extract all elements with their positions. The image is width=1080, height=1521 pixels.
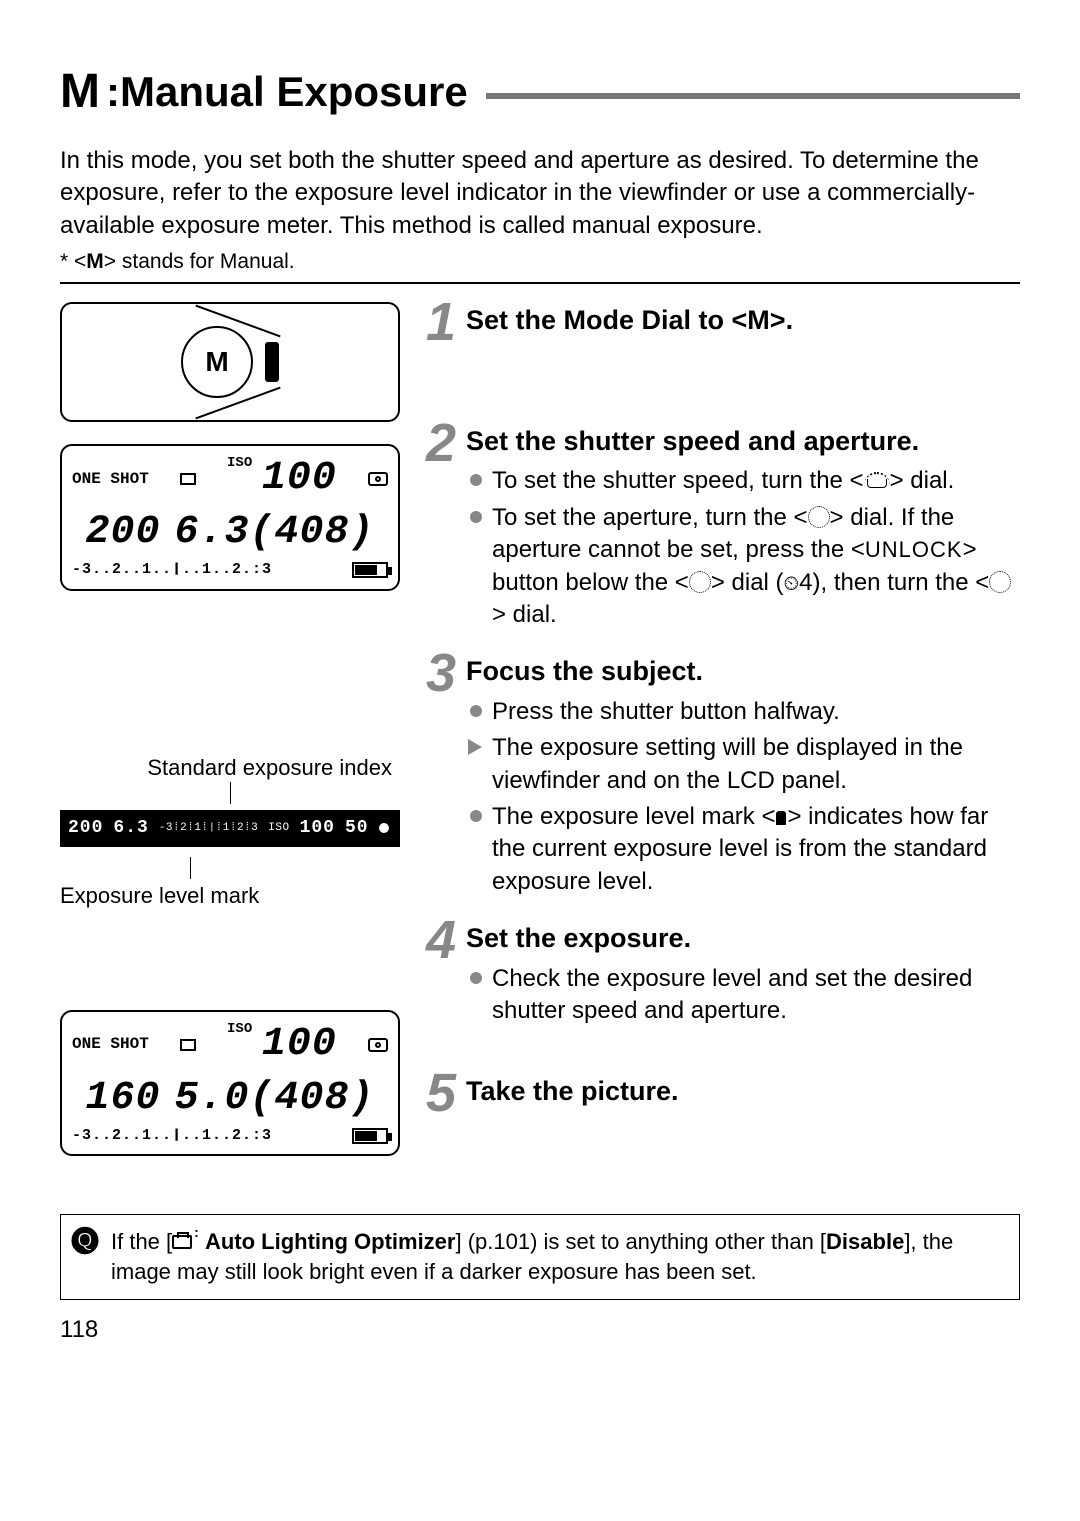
step: 4Set the exposure.Check the exposure lev…: [418, 920, 1020, 1031]
battery-icon: [352, 1128, 388, 1144]
step-title: Take the picture.: [466, 1073, 1020, 1109]
step-body: Take the picture.: [466, 1073, 1020, 1115]
intro-paragraph: In this mode, you set both the shutter s…: [60, 145, 1020, 242]
lcd-panel-figure-2: ONE SHOT ISO 100 160 5.0(408) -3..2..1..…: [60, 1010, 400, 1156]
step-body: Set the shutter speed and aperture. To se…: [466, 423, 1020, 635]
vf-aperture: 6.3: [113, 816, 148, 840]
step-bullet: Check the exposure level and set the des…: [466, 963, 1020, 1028]
shots-remaining: 408: [275, 510, 350, 555]
page-number: 118: [60, 1314, 1020, 1346]
metering-icon: [368, 472, 388, 486]
drive-mode-icon: [180, 473, 196, 485]
note-option-label: Auto Lighting Optimizer: [205, 1229, 456, 1254]
note-text-2: ] (p.101) is set to anything other than …: [455, 1229, 826, 1254]
title-colon: :: [106, 64, 120, 121]
af-mode-label: ONE SHOT: [72, 469, 149, 491]
vf-iso-lbl: ISO: [268, 821, 289, 836]
note-text-1: If the [: [111, 1229, 172, 1254]
page-title: Manual Exposure: [120, 64, 468, 121]
step-title: Set the exposure.: [466, 920, 1020, 956]
drive-mode-icon: [180, 1039, 196, 1051]
viewfinder-strip-figure: 200 6.3 -3⁞2⁞1⁞❘⁞1⁞2⁞3 ISO 100 50: [60, 810, 400, 846]
step-number: 4: [418, 916, 456, 965]
step-number: 1: [418, 298, 456, 347]
footnote: * <M> stands for Manual.: [60, 248, 1020, 276]
vf-shutter: 200: [68, 816, 103, 840]
iso-label: ISO: [227, 455, 252, 471]
iso-value: 100: [262, 456, 337, 501]
step-number: 2: [418, 419, 456, 468]
step-body: Set the Mode Dial to <M>.: [466, 302, 1020, 344]
shutter-button-icon: [265, 342, 279, 382]
step-title: Set the shutter speed and aperture.: [466, 423, 1020, 459]
annotation-tick-2: [190, 857, 191, 879]
shutter-value: 160: [85, 1072, 160, 1126]
footnote-post: > stands for Manual.: [104, 250, 295, 273]
vf-count: 50: [345, 816, 369, 840]
camera-menu-icon: [172, 1235, 192, 1249]
step-bullets: To set the shutter speed, turn the <> di…: [466, 465, 1020, 631]
step-number: 5: [418, 1069, 456, 1118]
mode-symbol: M: [60, 60, 100, 125]
shutter-value: 200: [85, 506, 160, 560]
divider: [60, 282, 1020, 284]
step-bullet: The exposure setting will be displayed i…: [466, 732, 1020, 797]
mode-dial-figure: M: [60, 302, 400, 422]
steps-column: 1Set the Mode Dial to <M>.2Set the shutt…: [418, 302, 1020, 1178]
figures-column: M ONE SHOT ISO 100 200 6.3(408) -3..2..1…: [60, 302, 400, 1178]
step-bullet: To set the shutter speed, turn the <> di…: [466, 465, 1020, 497]
aperture-value: 6.3: [174, 510, 249, 555]
vf-focus-dot-icon: [379, 823, 389, 833]
step-body: Set the exposure. Check the exposure leve…: [466, 920, 1020, 1031]
title-rule: [486, 93, 1020, 99]
annotation-tick: [230, 782, 231, 804]
step-bullets: Press the shutter button halfway. The exp…: [466, 696, 1020, 898]
step-bullet: The exposure level mark <> indicates how…: [466, 801, 1020, 898]
step-bullet: Press the shutter button halfway.: [466, 696, 1020, 728]
page-title-row: M : Manual Exposure: [60, 60, 1020, 125]
mode-dial-icon: M: [181, 326, 253, 398]
caution-icon: 🅠: [71, 1223, 99, 1261]
vf-iso: 100: [300, 816, 335, 840]
step-title: Focus the subject.: [466, 653, 1020, 689]
exposure-level-mark-label: Exposure level mark: [60, 881, 400, 911]
vf-scale: -3⁞2⁞1⁞❘⁞1⁞2⁞3: [159, 821, 258, 836]
quick-dial-icon: [689, 571, 711, 593]
footnote-sym: M: [86, 250, 104, 273]
step: 5Take the picture.: [418, 1073, 1020, 1118]
step: 2Set the shutter speed and aperture.To s…: [418, 423, 1020, 635]
af-mode-label: ONE SHOT: [72, 1034, 149, 1056]
footnote-pre: * <: [60, 250, 86, 273]
exposure-scale: -3..2..1..❙..1..2.:3: [72, 560, 272, 580]
step: 1Set the Mode Dial to <M>.: [418, 302, 1020, 347]
lcd-panel-figure-1: ONE SHOT ISO 100 200 6.3(408) -3..2..1..…: [60, 444, 400, 590]
quick-dial-icon: [808, 506, 830, 528]
caution-note: 🅠 If the [: Auto Lighting Optimizer] (p.…: [60, 1214, 1020, 1299]
shots-remaining: 408: [275, 1076, 350, 1121]
std-exposure-index-label: Standard exposure index: [60, 753, 400, 783]
exposure-scale: -3..2..1..❙..1..2.:3: [72, 1126, 272, 1146]
step-bullet: To set the aperture, turn the <> dial. I…: [466, 502, 1020, 632]
step: 3Focus the subject.Press the shutter but…: [418, 653, 1020, 902]
exposure-mark-icon: [776, 811, 786, 825]
battery-icon: [352, 562, 388, 578]
step-body: Focus the subject. Press the shutter butt…: [466, 653, 1020, 902]
step-bullets: Check the exposure level and set the des…: [466, 963, 1020, 1028]
main-dial-icon: [864, 472, 890, 486]
aperture-value: 5.0: [174, 1076, 249, 1121]
note-disable-label: Disable: [826, 1229, 904, 1254]
step-number: 3: [418, 649, 456, 698]
mode-dial-letter: M: [205, 343, 228, 381]
iso-label: ISO: [227, 1021, 252, 1037]
step-title: Set the Mode Dial to <M>.: [466, 302, 1020, 338]
quick-dial-icon: [989, 571, 1011, 593]
iso-value: 100: [262, 1022, 337, 1067]
metering-icon: [368, 1038, 388, 1052]
